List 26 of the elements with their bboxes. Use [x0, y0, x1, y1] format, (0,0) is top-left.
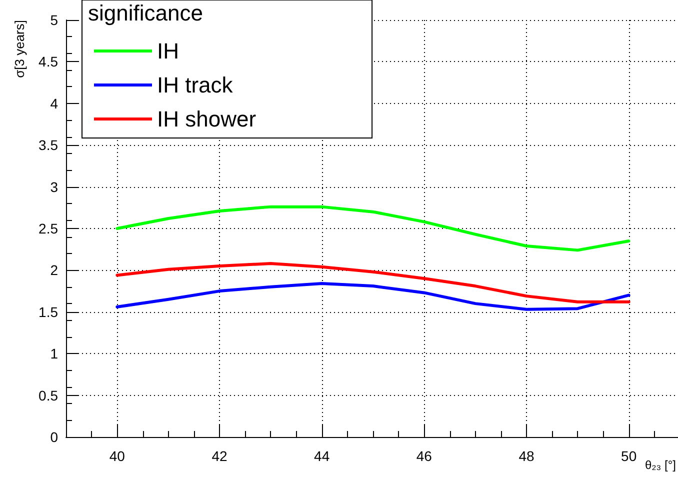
y-tick-label: 0	[50, 429, 58, 445]
y-tick-label: 3.5	[38, 137, 58, 154]
y-tick-label: 2	[50, 262, 58, 278]
legend-title: significance	[88, 0, 203, 26]
line-series	[116, 282, 630, 311]
y-tick-label: 4.5	[38, 54, 58, 70]
x-tick-label: 46	[416, 448, 432, 464]
y-tick-label: 1.5	[38, 304, 58, 320]
y-tick-label: 0.5	[38, 387, 58, 404]
x-tick-label: 40	[109, 448, 126, 464]
x-axis-title: θ₂₃ [°]	[644, 458, 676, 472]
legend-label: IH	[157, 38, 179, 64]
legend-label: IH track	[157, 72, 234, 98]
y-tick-label: 1	[50, 346, 58, 362]
x-tick-label: 50	[621, 448, 637, 464]
y-tick-label: 3	[50, 178, 58, 195]
x-tick-label: 44	[314, 448, 330, 464]
y-tick-label: 4	[50, 95, 58, 112]
y-axis-title: σ[3 years]	[12, 20, 27, 78]
x-tick-label: 48	[518, 448, 534, 464]
legend-label: IH shower	[157, 106, 256, 132]
line-series	[116, 205, 630, 252]
line-series	[116, 262, 630, 304]
y-tick-label: 2.5	[38, 220, 58, 236]
y-tick-label: 5	[50, 12, 58, 28]
x-tick-label: 42	[212, 448, 228, 464]
